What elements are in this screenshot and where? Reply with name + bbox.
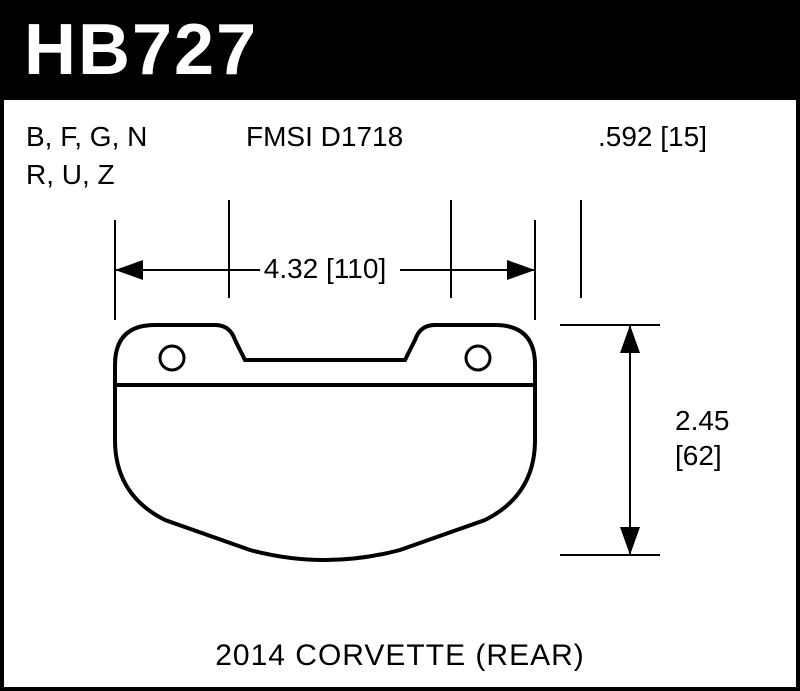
mounting-hole-right xyxy=(466,346,490,370)
caption: 2014 CORVETTE (REAR) xyxy=(0,639,800,673)
compounds-line2: R, U, Z xyxy=(26,156,214,194)
width-dim-label: 4.32 [110] xyxy=(264,253,386,284)
width-dimension: 4.32 [110] xyxy=(115,220,535,320)
header-bar: HB727 xyxy=(0,0,800,100)
compounds-cell: B, F, G, N R, U, Z xyxy=(12,100,228,210)
part-number: HB727 xyxy=(24,9,258,91)
height-dim-label-2: [62] xyxy=(675,440,722,471)
diagram-svg: 4.32 [110] 2.45 [62] xyxy=(0,210,800,640)
blank-cell xyxy=(454,100,580,210)
fmsi-cell: FMSI D1718 xyxy=(232,100,450,210)
height-dim-label-1: 2.45 xyxy=(675,405,730,436)
compounds-line1: B, F, G, N xyxy=(26,118,214,156)
mounting-hole-left xyxy=(160,346,184,370)
info-row: B, F, G, N R, U, Z FMSI D1718 .592 [15] xyxy=(0,100,800,210)
pad-body xyxy=(115,385,535,560)
thickness-cell: .592 [15] xyxy=(584,100,794,210)
height-dimension: 2.45 [62] xyxy=(560,325,730,555)
spec-sheet: HB727 B, F, G, N R, U, Z FMSI D1718 .592… xyxy=(0,0,800,691)
